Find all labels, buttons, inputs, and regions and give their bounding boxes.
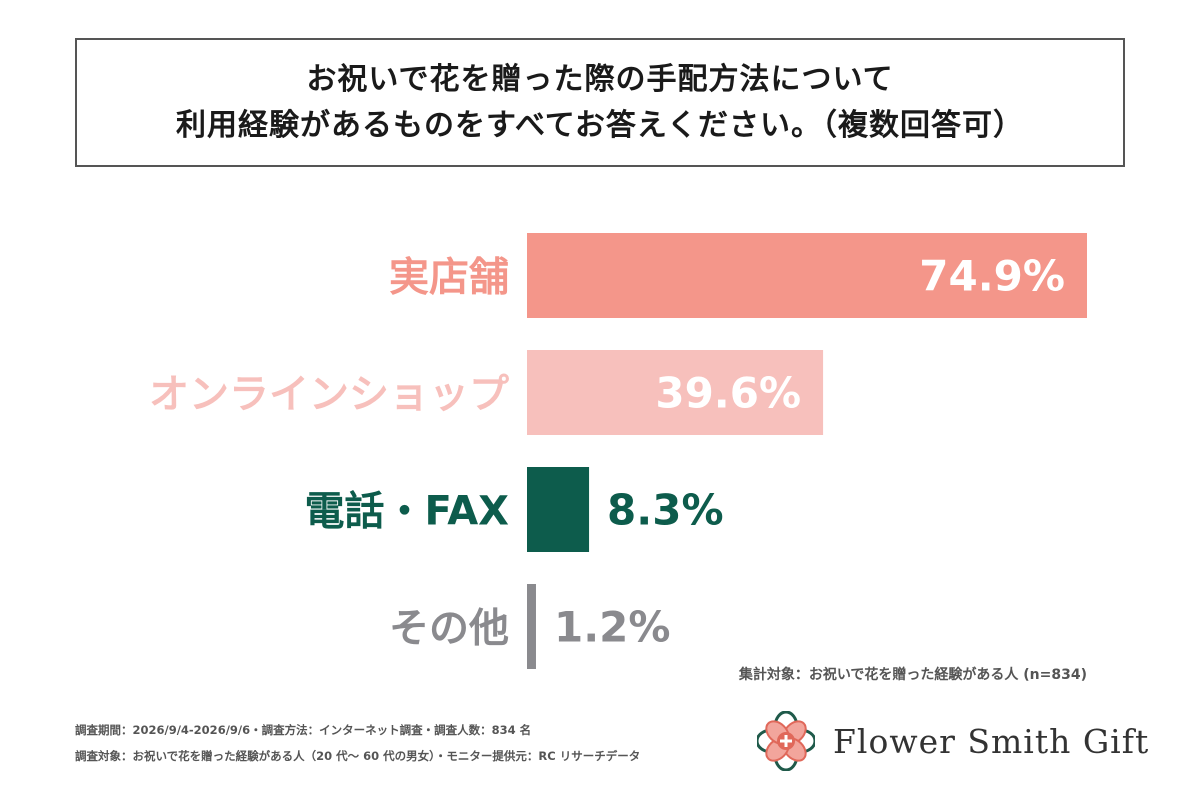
- survey-target-note: 調査対象：お祝いで花を贈った経験がある人（20 代〜 60 代の男女）・モニター…: [75, 749, 641, 763]
- value-label-3: 1.2%: [554, 603, 670, 652]
- brand-logo: Flower Smith Gift: [757, 711, 1149, 771]
- bar-0: [527, 233, 1087, 318]
- sample-base-note: 集計対象：お祝いで花を贈った経験がある人 (n=834): [738, 667, 1087, 683]
- brand-name: Flower Smith Gift: [833, 721, 1150, 761]
- value-label-2: 8.3%: [607, 486, 723, 535]
- value-label-1: 39.6%: [655, 369, 801, 418]
- survey-period-note: 調査期間：2026/9/4-2026/9/6・調査方法：インターネット調査・調査…: [75, 723, 532, 737]
- flower-emblem-icon: [757, 711, 815, 771]
- category-label-3: その他: [389, 606, 509, 652]
- title-line-2: 利用経験があるものをすべてお答えください。（複数回答可）: [176, 107, 1024, 143]
- category-label-2: 電話・FAX: [304, 489, 509, 535]
- category-label-1: オンラインショップ: [149, 372, 509, 418]
- category-label-0: 実店舗: [389, 255, 509, 301]
- bar-2: [527, 467, 590, 552]
- title-box: お祝いで花を贈った際の手配方法について 利用経験があるものをすべてお答えください…: [75, 38, 1125, 167]
- bar-3: [527, 584, 536, 669]
- bar-1: [527, 350, 824, 435]
- value-label-0: 74.9%: [919, 252, 1065, 301]
- title-line-1: お祝いで花を贈った際の手配方法について: [306, 61, 894, 97]
